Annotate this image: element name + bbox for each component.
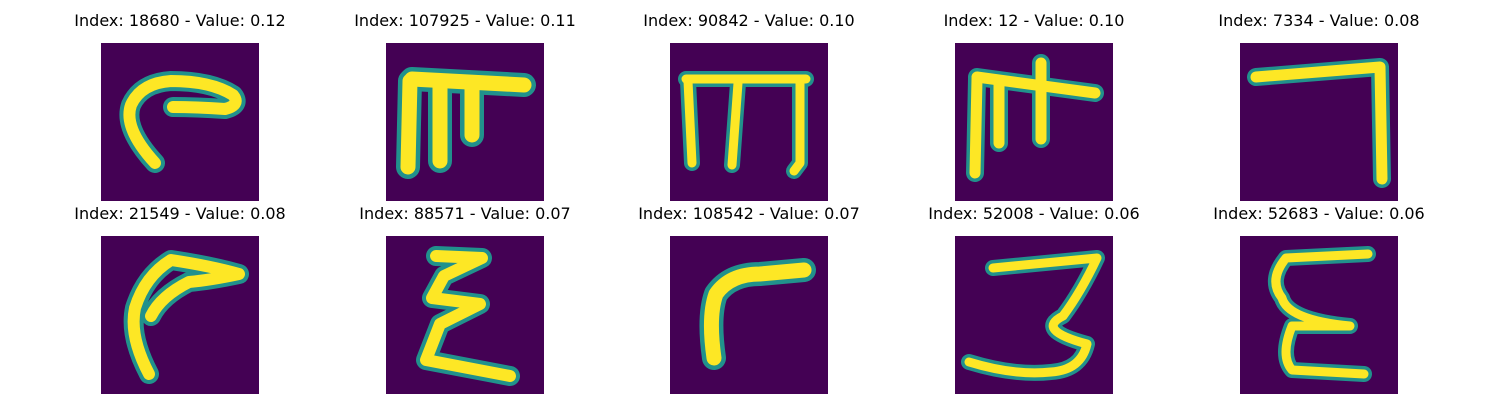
- glyph-image: [101, 236, 259, 394]
- panel-title: Index: 52008 - Value: 0.06: [928, 204, 1140, 223]
- panel-4: Index: 12 - Value: 0.10: [892, 9, 1176, 201]
- glyph-image: [386, 236, 544, 394]
- glyph-flag-drawing: [699, 258, 816, 370]
- panel-title: Index: 18680 - Value: 0.12: [74, 11, 286, 30]
- panel-9: Index: 52008 - Value: 0.06: [892, 202, 1176, 394]
- glyph-e-drawing: [1268, 246, 1376, 382]
- glyph-image: [670, 236, 828, 394]
- panel-1: Index: 18680 - Value: 0.12: [38, 9, 322, 201]
- glyph-l-drawing: [1247, 58, 1391, 188]
- glyph-image: [1240, 236, 1398, 394]
- glyph-image: [670, 43, 828, 201]
- glyph-image: [101, 43, 259, 201]
- glyph-cross-drawing: [966, 54, 1104, 182]
- glyph-image: [1240, 43, 1398, 201]
- glyph-curved-hook-drawing: [123, 250, 249, 384]
- glyph-image: [955, 43, 1113, 201]
- panel-title: Index: 21549 - Value: 0.08: [74, 204, 286, 223]
- panel-title: Index: 108542 - Value: 0.07: [638, 204, 860, 223]
- panel-title: Index: 107925 - Value: 0.11: [354, 11, 576, 30]
- glyph-epsilon-drawing: [416, 246, 520, 386]
- panel-7: Index: 88571 - Value: 0.07: [323, 202, 607, 394]
- glyph-three-drawing: [961, 250, 1105, 381]
- glyph-hook-drawing: [119, 71, 246, 173]
- panel-title: Index: 88571 - Value: 0.07: [359, 204, 571, 223]
- glyph-image: [955, 236, 1113, 394]
- panel-title: Index: 52683 - Value: 0.06: [1213, 204, 1425, 223]
- panel-10: Index: 52683 - Value: 0.06: [1177, 202, 1461, 394]
- panel-6: Index: 21549 - Value: 0.08: [38, 202, 322, 394]
- panel-title: Index: 12 - Value: 0.10: [943, 11, 1125, 30]
- panel-title: Index: 90842 - Value: 0.10: [643, 11, 855, 30]
- glyph-bar-drawing: [396, 67, 536, 179]
- panel-title: Index: 7334 - Value: 0.08: [1218, 11, 1420, 30]
- glyph-m-drawing: [678, 71, 814, 179]
- panel-3: Index: 90842 - Value: 0.10: [607, 9, 891, 201]
- panel-5: Index: 7334 - Value: 0.08: [1177, 9, 1461, 201]
- panel-2: Index: 107925 - Value: 0.11: [323, 9, 607, 201]
- glyph-image: [386, 43, 544, 201]
- panel-8: Index: 108542 - Value: 0.07: [607, 202, 891, 394]
